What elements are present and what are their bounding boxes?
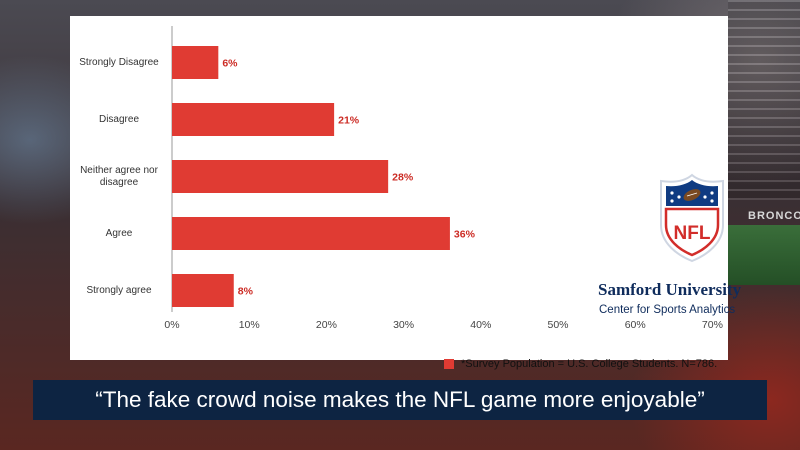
org-subtitle: Center for Sports Analytics (599, 304, 736, 316)
stadium-field (728, 225, 800, 285)
bar (172, 217, 450, 250)
bar-value-label: 6% (222, 58, 238, 70)
legend-label: *Survey Population = U.S. College Studen… (461, 358, 718, 370)
x-tick-label: 10% (239, 319, 260, 331)
x-tick-label: 0% (164, 319, 179, 331)
x-tick-label: 40% (470, 319, 491, 331)
bar-value-label: 21% (338, 115, 360, 127)
org-name: Samford University (598, 280, 742, 299)
bar (172, 274, 234, 307)
x-tick-label: 20% (316, 319, 337, 331)
legend-swatch (444, 359, 454, 369)
x-tick-label: 60% (625, 319, 646, 331)
x-tick-label: 70% (702, 319, 723, 331)
x-tick-label: 50% (547, 319, 568, 331)
chart-legend: *Survey Population = U.S. College Studen… (444, 358, 717, 370)
bar-value-label: 28% (392, 172, 414, 184)
category-label: Strongly agree (86, 284, 152, 296)
bar (172, 46, 219, 79)
category-label: Strongly Disagree (79, 56, 159, 68)
chart-panel: 6% 21% 28% 36% 8% 0% 10% 20% 30% 40% 50% 60% 70% Str… (70, 16, 741, 370)
category-label: Disagree (98, 113, 140, 125)
bar (172, 103, 335, 136)
nfl-shield-icon: NFL (660, 173, 724, 263)
bar-value-label: 8% (238, 286, 254, 298)
nfl-logo-text: NFL (674, 223, 711, 244)
category-label: Neither agree nor disagree (80, 164, 158, 188)
x-tick-label: 30% (393, 319, 414, 331)
bar (172, 160, 389, 193)
caption-bar: “The fake crowd noise makes the NFL game… (33, 380, 767, 420)
bar-value-label: 36% (454, 229, 476, 241)
stadium-stands (728, 0, 800, 200)
bar-chart: 6% 21% 28% 36% 8% 0% 10% 20% 30% 40% 50% 60% 70% (164, 26, 723, 331)
stadium-sign: BRONCO (748, 210, 800, 222)
category-label: Agree (105, 227, 133, 239)
